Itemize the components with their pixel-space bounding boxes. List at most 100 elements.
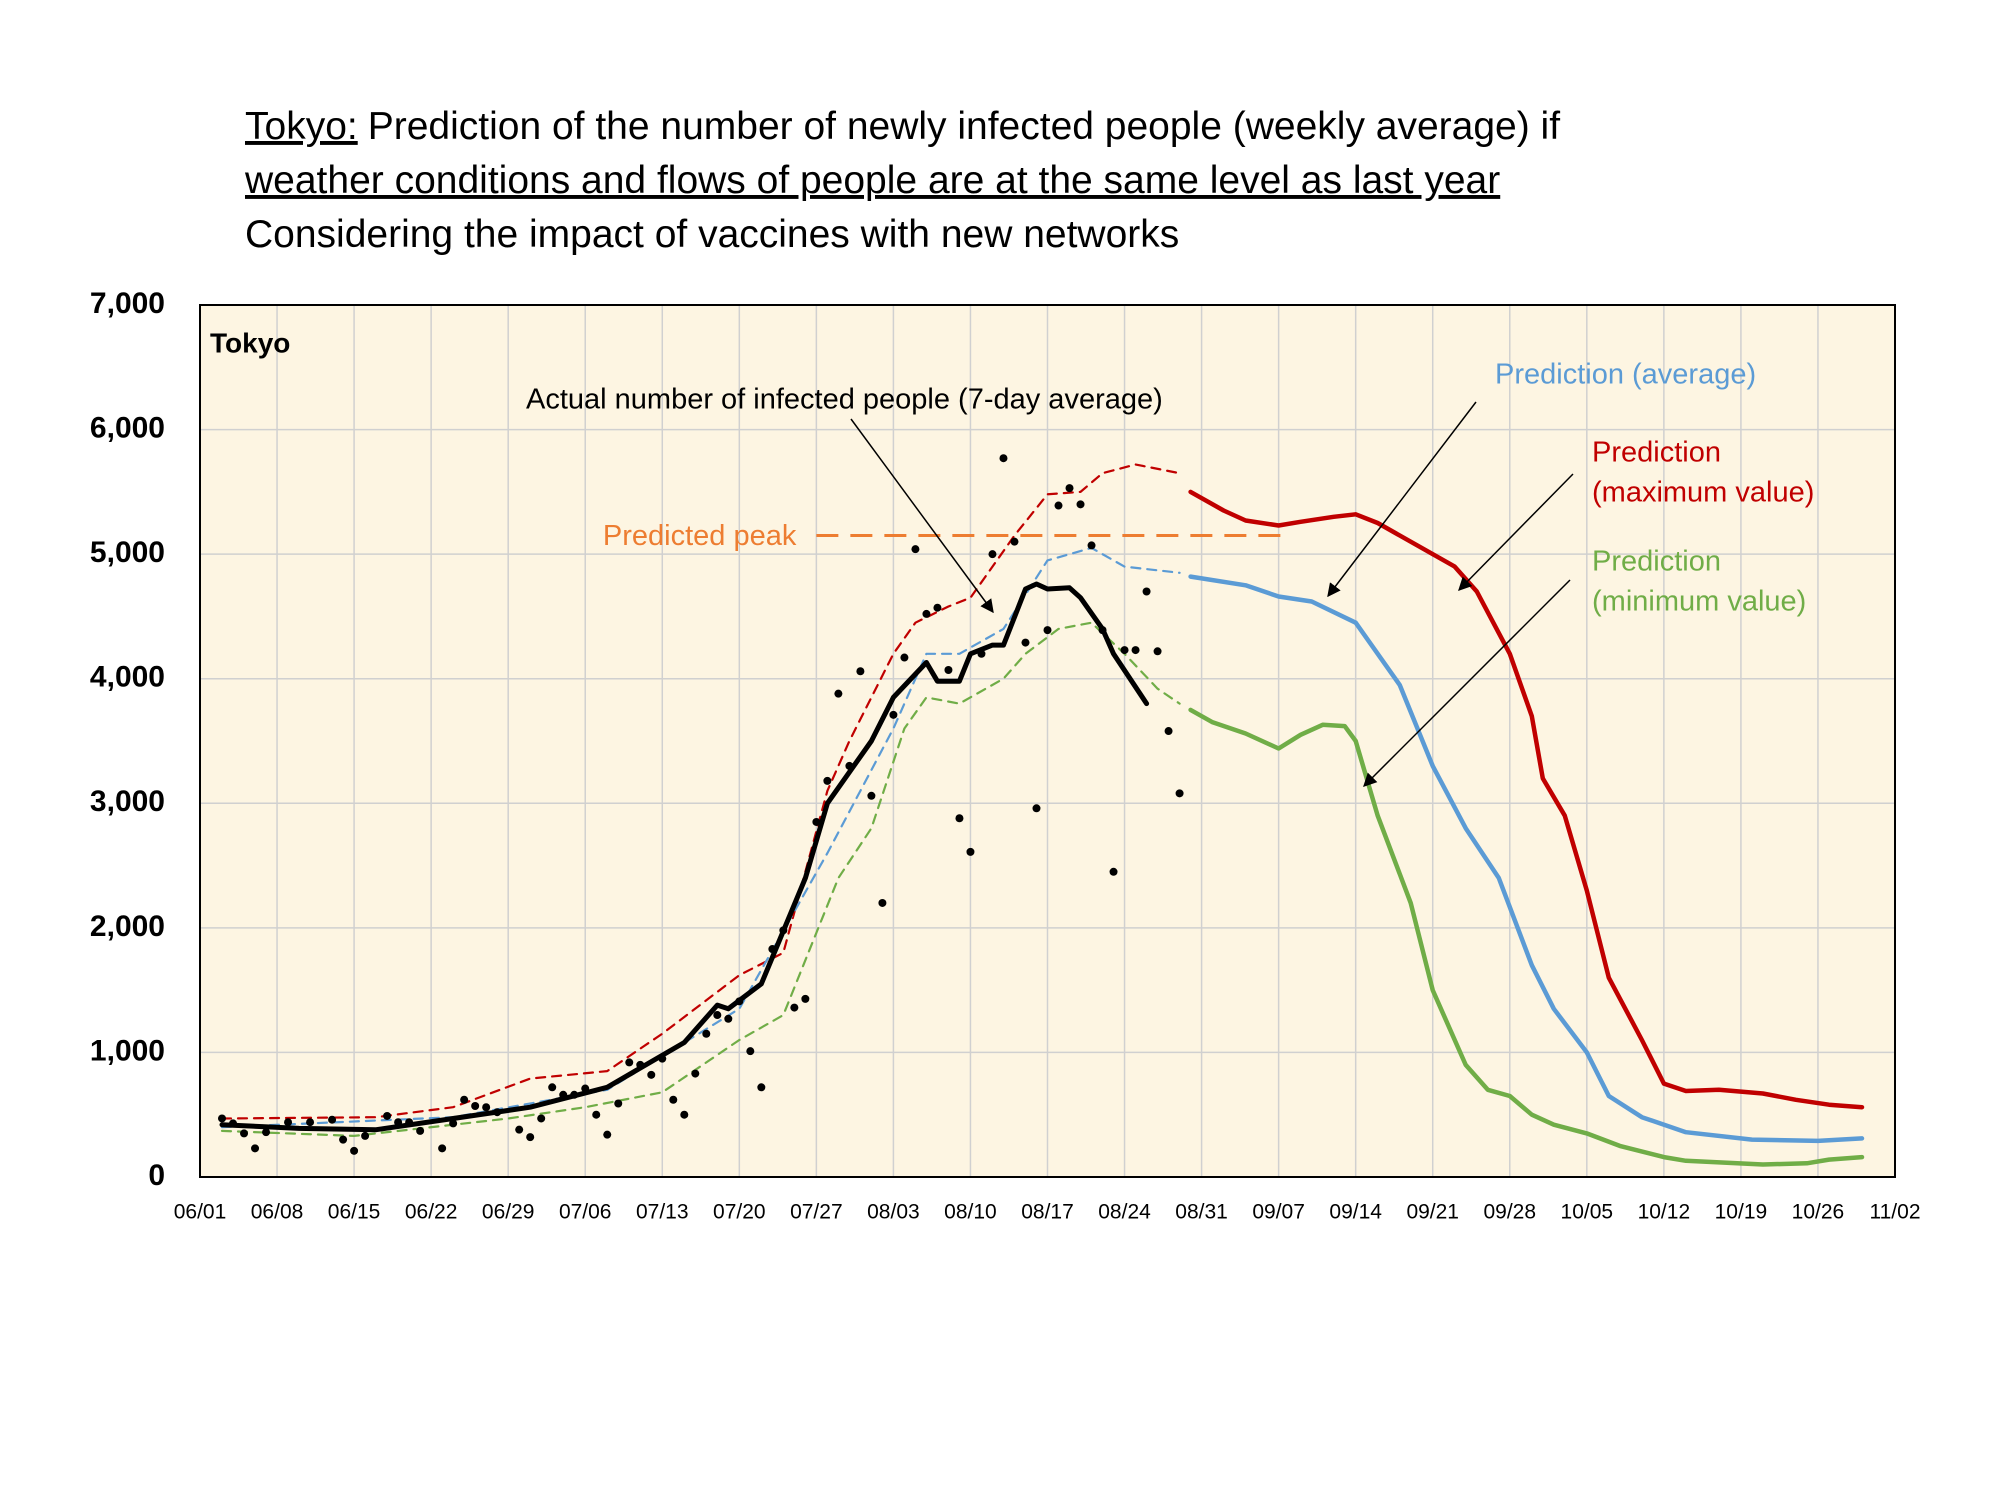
data-point	[878, 898, 887, 907]
data-point	[526, 1133, 535, 1142]
predicted-peak-label: Predicted peak	[603, 520, 797, 552]
plot-frame	[199, 304, 1896, 1178]
data-point	[944, 665, 953, 674]
y-tick-label: 2,000	[90, 910, 165, 943]
x-tick-label: 07/06	[559, 1201, 612, 1224]
title-part: Prediction of the number of newly infect…	[368, 105, 1560, 148]
series-line	[1188, 489, 1865, 1110]
data-point	[790, 1003, 799, 1012]
data-point	[812, 817, 821, 826]
data-point	[999, 454, 1008, 463]
x-tick-label: 06/08	[251, 1201, 304, 1224]
data-point	[977, 649, 986, 658]
x-tick-label: 08/10	[944, 1201, 997, 1224]
data-point	[570, 1090, 579, 1099]
data-point	[1010, 537, 1019, 546]
data-point	[482, 1103, 491, 1112]
data-point	[515, 1125, 524, 1134]
data-point	[471, 1101, 480, 1110]
data-point	[559, 1090, 568, 1099]
y-tick-label: 7,000	[90, 287, 165, 320]
data-point	[229, 1119, 238, 1128]
data-point	[724, 1014, 733, 1023]
data-point	[262, 1128, 271, 1137]
data-point	[350, 1146, 359, 1155]
x-tick-label: 08/31	[1175, 1201, 1228, 1224]
data-point	[1120, 646, 1129, 655]
data-point	[394, 1118, 403, 1127]
data-point	[1054, 501, 1063, 510]
data-point	[1175, 789, 1184, 798]
x-tick-label: 06/01	[174, 1201, 227, 1224]
data-point	[834, 689, 843, 698]
annotation: Prediction	[1592, 437, 1721, 469]
series-line	[1188, 574, 1865, 1144]
data-point	[537, 1114, 546, 1123]
data-point	[680, 1110, 689, 1119]
data-point	[405, 1118, 414, 1127]
data-point	[1032, 804, 1041, 813]
data-point	[361, 1131, 370, 1140]
annotation: Actual number of infected people (7-day …	[526, 384, 1163, 416]
x-tick-label: 07/27	[790, 1201, 843, 1224]
series-line	[1188, 707, 1865, 1167]
title-part: Tokyo:	[245, 105, 358, 148]
y-tick-label: 6,000	[90, 411, 165, 444]
data-point	[856, 667, 865, 676]
x-tick-label: 10/05	[1561, 1201, 1614, 1224]
data-point	[460, 1095, 469, 1104]
data-point	[1087, 541, 1096, 550]
x-tick-label: 07/20	[713, 1201, 766, 1224]
data-point	[955, 814, 964, 823]
x-tick-label: 10/12	[1638, 1201, 1691, 1224]
y-tick-label: 4,000	[90, 661, 165, 694]
data-point	[218, 1114, 227, 1123]
x-tick-label: 07/13	[636, 1201, 689, 1224]
data-point	[757, 1083, 766, 1092]
x-tick-label: 06/22	[405, 1201, 458, 1224]
annotation: Prediction	[1592, 546, 1721, 578]
data-point	[306, 1118, 315, 1127]
data-point	[768, 945, 777, 954]
data-point	[713, 1011, 722, 1020]
data-point	[900, 653, 909, 662]
data-point	[1153, 647, 1162, 656]
data-point	[1076, 500, 1085, 509]
annotation-arrow	[1458, 473, 1574, 591]
data-point	[383, 1111, 392, 1120]
series-line	[219, 581, 1150, 1133]
data-point	[328, 1115, 337, 1124]
data-point	[625, 1058, 634, 1067]
data-point	[691, 1069, 700, 1078]
data-point	[1131, 646, 1140, 655]
title-part: Considering the impact of vaccines with …	[245, 213, 1179, 256]
data-point	[933, 603, 942, 612]
series-line	[220, 463, 1181, 1120]
data-point	[251, 1144, 260, 1153]
data-point	[911, 545, 920, 554]
data-point	[988, 550, 997, 559]
annotation: (maximum value)	[1592, 477, 1814, 509]
x-tick-label: 10/19	[1715, 1201, 1768, 1224]
annotation-arrow	[850, 418, 994, 614]
data-point	[735, 997, 744, 1006]
data-point	[845, 761, 854, 770]
chart-title: weather conditions and flows of people a…	[244, 159, 1500, 202]
data-point	[1043, 626, 1052, 635]
annotation: Prediction (average)	[1495, 359, 1756, 391]
series-line	[220, 621, 1181, 1137]
y-tick-label: 3,000	[90, 785, 165, 818]
x-tick-label: 08/24	[1098, 1201, 1151, 1224]
data-point	[669, 1095, 678, 1104]
x-tick-label: 06/15	[328, 1201, 381, 1224]
x-tick-label: 09/28	[1483, 1201, 1536, 1224]
data-point	[438, 1144, 447, 1153]
x-tick-label: 08/03	[867, 1201, 920, 1224]
data-point	[284, 1118, 293, 1127]
data-point	[647, 1070, 656, 1079]
data-point	[779, 926, 788, 935]
data-point	[867, 791, 876, 800]
data-point	[636, 1060, 645, 1069]
chart-title: Considering the impact of vaccines with …	[245, 213, 1179, 256]
